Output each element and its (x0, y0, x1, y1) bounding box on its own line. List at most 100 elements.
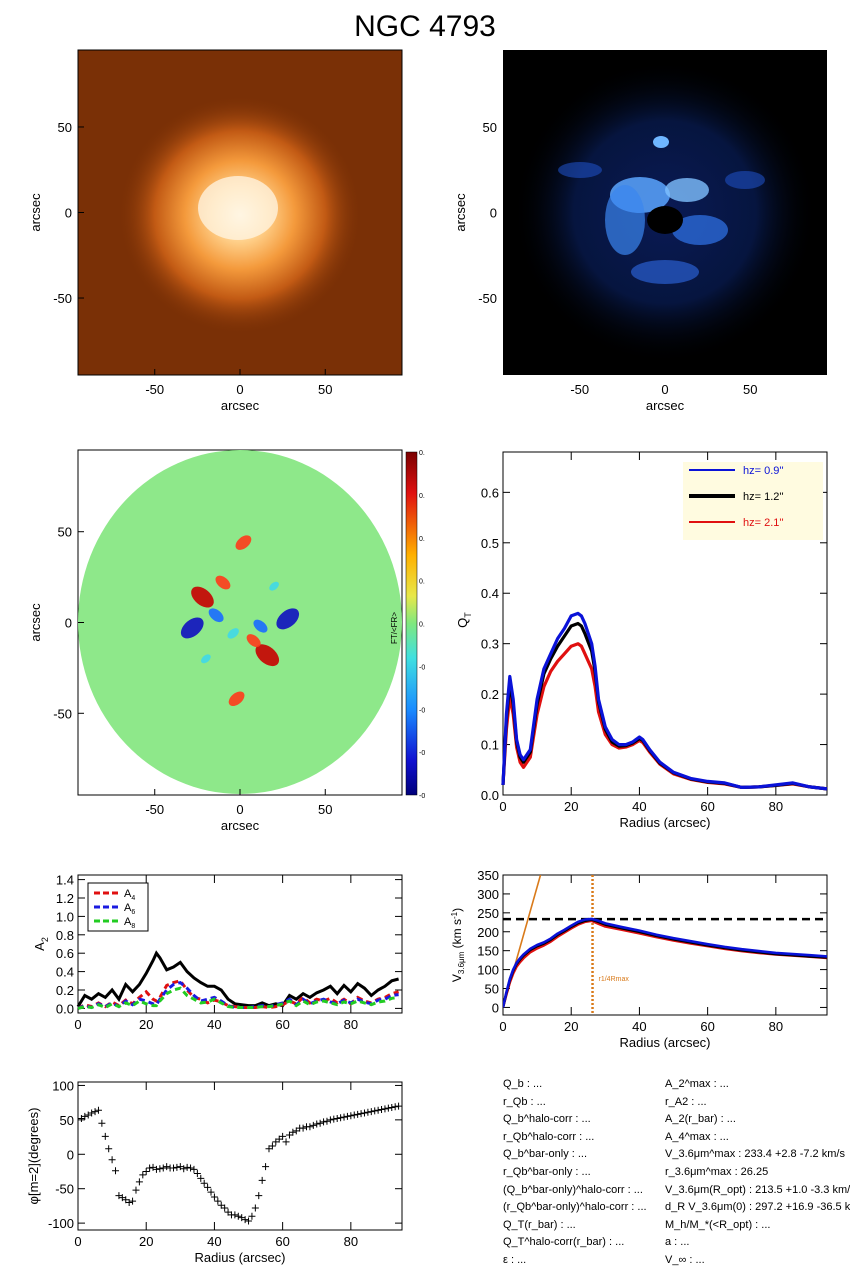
phase-point (378, 1106, 386, 1114)
force-ratio-blob (215, 575, 231, 590)
phase-point (91, 1108, 99, 1116)
y-axis-label: V3.6μm (km s-1) (450, 908, 466, 982)
phase-point (384, 1104, 392, 1112)
parameter-line: M_h/M_*(<R_opt) : ... (665, 1218, 771, 1231)
x-tick-label: 40 (207, 1234, 221, 1249)
phase-point (357, 1110, 365, 1118)
y-tick-label: -100 (48, 1216, 74, 1231)
phase-point (268, 1142, 276, 1150)
parameter-line: r_A2 : ... (665, 1095, 707, 1108)
parameter-line: d_R V_3.6μm(0) : 297.2 +16.9 -36.5 km/s/… (665, 1201, 850, 1214)
phase-point (306, 1123, 314, 1131)
panel-force-ratio-map: -50 0 50 -50 0 50 arcsec arcsec 0.40 0.30 0.20 0.10… (28, 449, 425, 833)
phase-point (207, 1188, 215, 1196)
parameter-line: ε : ... (503, 1254, 527, 1266)
force-ratio-blob (201, 654, 211, 664)
y-tick-label: 100 (477, 963, 499, 978)
x-tick-label: 60 (275, 1234, 289, 1249)
force-ratio-blob (253, 619, 268, 633)
parameter-line: (r_Qb^bar-only)^halo-corr : ... (503, 1201, 647, 1214)
x-tick-label: 20 (564, 1019, 578, 1034)
panel-residual-image: -50 0 50 -50 0 50 arcsec arcsec (453, 50, 827, 413)
panel-image-3.6um: -50 0 50 -50 0 50 arcsec arcsec (28, 49, 403, 413)
phase-point (350, 1111, 358, 1119)
x-axis-label: Radius (arcsec) (619, 1035, 710, 1050)
map-disc (78, 450, 402, 794)
phase-point (354, 1110, 362, 1118)
phase-point (169, 1164, 177, 1172)
page-title: NGC 4793 (354, 10, 496, 43)
phase-point (248, 1212, 256, 1220)
y-tick-label: 0.1 (481, 738, 499, 753)
phase-point (112, 1167, 120, 1175)
phase-point (326, 1116, 334, 1124)
phase-point (340, 1113, 348, 1121)
y-tick-label: 0.2 (481, 687, 499, 702)
legend-label: hz= 1.2'' (743, 491, 784, 503)
phase-point (371, 1107, 379, 1115)
parameter-line: V_∞ : ... (665, 1254, 705, 1266)
phase-point (156, 1165, 164, 1173)
colorbar-tick-label: 0.10 (419, 579, 425, 586)
phase-point (190, 1165, 198, 1173)
phase-point (289, 1128, 297, 1136)
phase-point (330, 1115, 338, 1123)
y-tick-label: 0.3 (481, 637, 499, 652)
y-tick-label: 0.6 (56, 946, 74, 961)
parameter-line: r_3.6μm^max : 26.25 (665, 1166, 769, 1178)
phase-point (135, 1178, 143, 1186)
x-tick-label: 40 (632, 799, 646, 814)
force-ratio-blob (255, 644, 280, 667)
y-tick-label: 50 (483, 120, 497, 135)
phase-point (258, 1176, 266, 1184)
phase-point (313, 1120, 321, 1128)
colorbar-tick-label: -0.30 (419, 750, 425, 757)
force-ratio-blob (180, 617, 204, 639)
y-tick-label: 50 (58, 120, 72, 135)
y-axis-label: arcsec (453, 193, 468, 232)
x-tick-label: 80 (769, 799, 783, 814)
parameter-line: Q_b : ... (503, 1078, 543, 1090)
phase-point (241, 1216, 249, 1224)
x-tick-label: 50 (318, 382, 332, 397)
x-tick-label: 20 (564, 799, 578, 814)
phase-point (391, 1103, 399, 1111)
x-tick-label: 80 (769, 1019, 783, 1034)
phase-point (142, 1167, 150, 1175)
x-tick-label: 60 (275, 1017, 289, 1032)
panel-rotation-curve: 0 20 40 60 80 0 50 100 150 200 250 300 350 Radius (ar… (450, 868, 828, 1050)
phase-point (214, 1197, 222, 1205)
force-ratio-blob (208, 608, 224, 623)
y-tick-label: 0 (490, 206, 497, 221)
phase-point (108, 1156, 116, 1164)
phase-point (367, 1108, 375, 1116)
y-tick-label: 0.2 (56, 983, 74, 998)
phase-point (234, 1212, 242, 1220)
legend-label: hz= 0.9'' (743, 465, 784, 477)
x-tick-label: 50 (743, 382, 757, 397)
phase-point (221, 1204, 229, 1212)
rotation-series-line (503, 917, 827, 1008)
y-tick-label: 100 (52, 1078, 74, 1093)
phase-point (94, 1106, 102, 1114)
plot-frame (502, 451, 828, 796)
phase-point (282, 1138, 290, 1146)
parameter-line: Q_b^halo-corr : ... (503, 1113, 591, 1126)
colorbar-tick-label: -0.10 (419, 664, 425, 671)
x-tick-label: 40 (207, 1017, 221, 1032)
y-tick-label: 50 (60, 1113, 74, 1128)
phase-point (360, 1109, 368, 1117)
force-ratio-blob (191, 586, 214, 608)
phase-point (343, 1112, 351, 1120)
colorbar-tick-label: -0.20 (419, 707, 425, 714)
y-tick-label: -50 (478, 291, 497, 306)
phase-point (251, 1204, 259, 1212)
x-tick-label: 40 (632, 1019, 646, 1034)
x-tick-label: 0 (236, 802, 243, 817)
y-axis-label: arcsec (28, 603, 43, 642)
parameter-line: (Q_b^bar-only)^halo-corr : ... (503, 1183, 643, 1196)
x-tick-label: -50 (145, 382, 164, 397)
y-tick-label: -50 (53, 291, 72, 306)
y-tick-label: 350 (477, 868, 499, 883)
y-tick-label: 0.8 (56, 928, 74, 943)
